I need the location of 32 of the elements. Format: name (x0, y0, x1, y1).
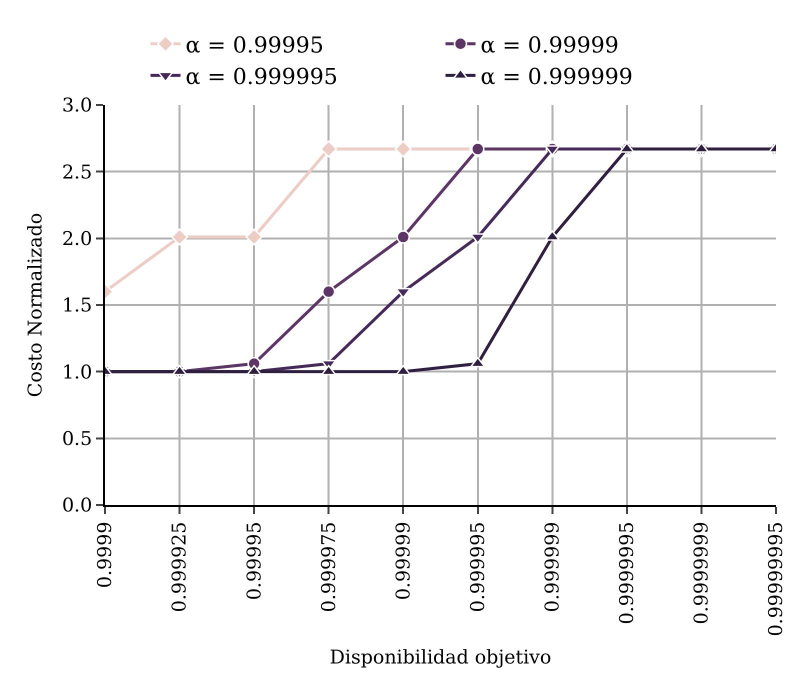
x-tick-label: 0.999999 (542, 522, 564, 612)
x-tick-label: 0.99995 (243, 522, 266, 600)
x-tick-label: 0.9999 (94, 522, 116, 588)
x-tick-label: 0.999975 (318, 522, 340, 612)
y-tick-label: 1.5 (62, 294, 92, 317)
x-tick-label: 0.9999999 (690, 522, 713, 624)
point (396, 230, 410, 244)
legend-label: α = 0.99995 (186, 33, 324, 58)
point (246, 228, 263, 246)
point (320, 140, 338, 158)
x-tick-label: 0.9999995 (616, 522, 638, 624)
y-tick-label: 0.5 (62, 428, 92, 450)
y-tick-label: 3.0 (62, 94, 92, 117)
point (471, 142, 485, 156)
y-tick-label: 1.0 (62, 361, 92, 384)
legend-label: α = 0.999995 (186, 64, 338, 90)
x-axis-title: Disponibilidad objetivo (330, 646, 552, 669)
y-tick-label: 2.0 (62, 228, 92, 250)
y-tick-label: 0.0 (62, 494, 92, 517)
y-tick-label: 2.5 (62, 161, 92, 184)
point (322, 284, 336, 298)
x-tick-label: 0.99999 (392, 522, 414, 600)
point (470, 356, 486, 368)
point (394, 140, 412, 158)
x-tick-label: 0.999995 (466, 522, 489, 612)
x-tick-label: 0.999925 (168, 522, 191, 612)
point (171, 228, 188, 246)
point (396, 364, 411, 376)
legend-label: α = 0.99999 (480, 33, 619, 58)
y-axis-title: Costo Normalizado (24, 212, 46, 398)
x-tick-label: 0.99999995 (765, 522, 788, 636)
legend-label: α = 0.999999 (480, 64, 633, 90)
